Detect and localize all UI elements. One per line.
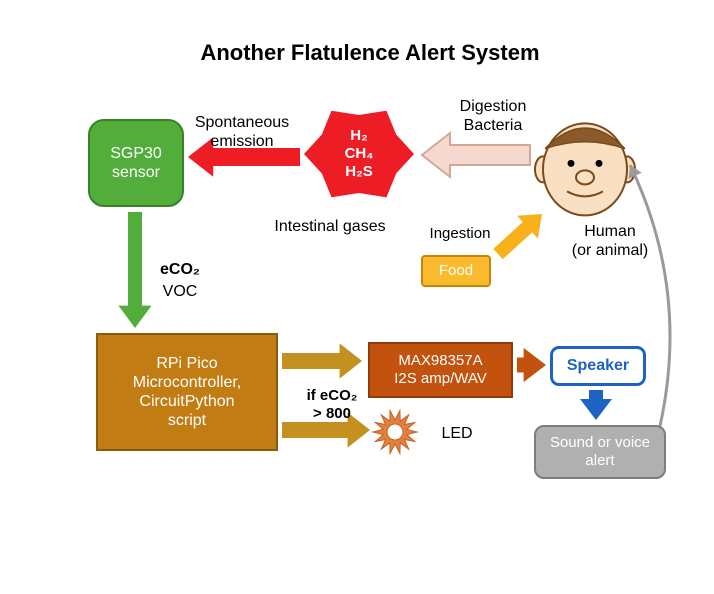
label-ingestion: Ingestion [420,225,500,243]
arrows-layer [0,0,714,594]
label-voc: VOC [155,282,205,301]
label-spontaneous: Spontaneousemission [182,113,302,151]
label-intestinal: Intestinal gases [260,217,400,236]
label-led: LED [432,424,482,443]
label-eco2: eCO₂ [150,260,210,279]
label-digestion: DigestionBacteria [448,97,538,135]
label-human: Human(or animal) [555,222,665,260]
label-ifeco2: if eCO₂> 800 [297,387,367,423]
diagram-canvas: Another Flatulence Alert System H₂CH₄H₂S… [0,0,714,594]
